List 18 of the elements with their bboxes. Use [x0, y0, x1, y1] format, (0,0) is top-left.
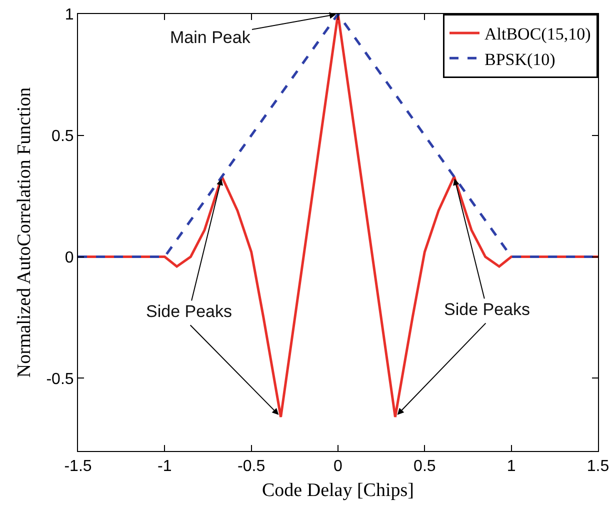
- annotation: Main Peak: [170, 28, 251, 47]
- x-tick-label: 0: [334, 458, 343, 476]
- x-tick-label: -1: [158, 458, 172, 476]
- legend-label: AltBOC(15,10): [484, 24, 591, 44]
- x-tick-label: 0.5: [414, 458, 436, 476]
- y-axis-title: Normalized AutoCorrelation Function: [14, 86, 36, 378]
- x-tick-label: -1.5: [64, 458, 92, 476]
- y-tick-label: 1: [64, 6, 74, 24]
- annotation: Side Peaks: [146, 302, 232, 321]
- annotation: Side Peaks: [444, 300, 530, 319]
- x-tick-label: 1.5: [586, 458, 610, 476]
- y-tick-label: 0.5: [52, 128, 74, 145]
- x-axis-title: Code Delay [Chips]: [262, 480, 414, 501]
- x-tick-label: 1: [506, 458, 516, 476]
- x-tick-label: -0.5: [238, 458, 266, 476]
- y-tick-label: 0: [64, 249, 74, 266]
- legend-label: BPSK(10): [484, 50, 556, 69]
- y-tick-label: -0.5: [46, 370, 74, 388]
